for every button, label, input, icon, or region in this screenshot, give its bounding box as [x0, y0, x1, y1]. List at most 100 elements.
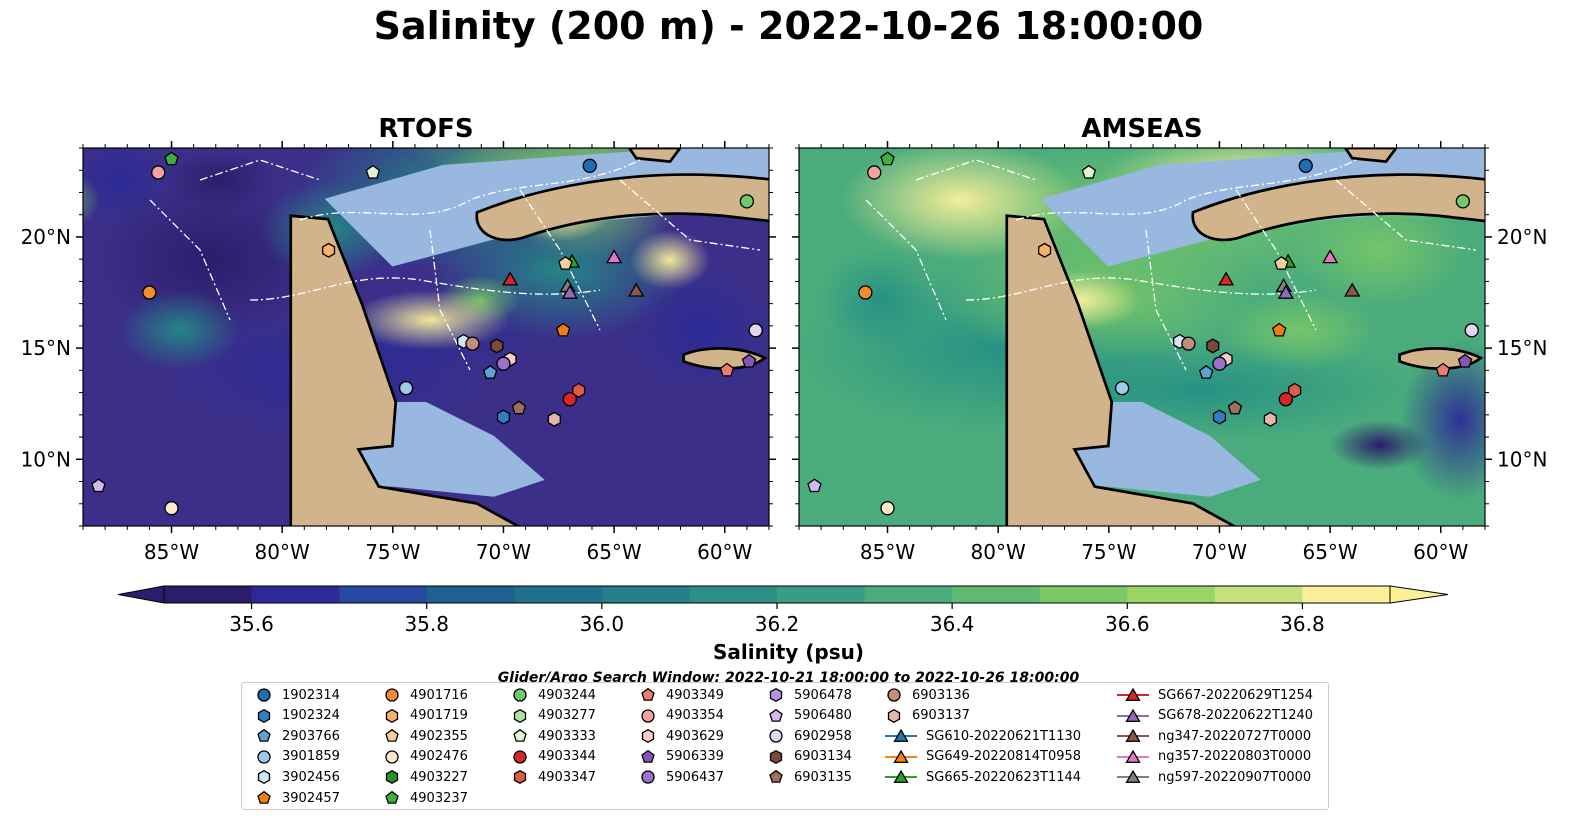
legend-label: 1902314 — [282, 687, 340, 703]
triangle-marker-icon — [1117, 749, 1149, 763]
hexagon-marker-icon — [769, 749, 783, 764]
legend-item: 3902456 — [254, 767, 340, 787]
colorbar-segment — [1039, 586, 1128, 603]
pentagon-marker-icon — [769, 708, 783, 722]
amseas-frame — [798, 147, 1486, 527]
legend-item: 5906437 — [638, 767, 724, 787]
circle-marker-icon — [257, 688, 271, 702]
obs-marker-4903347 — [1288, 382, 1302, 398]
obs-marker-5906339 — [1457, 353, 1473, 368]
lat-tick-label: 10°N — [21, 447, 71, 471]
legend-label: 6903135 — [794, 769, 852, 785]
circle-marker-icon — [887, 688, 901, 702]
obs-marker-ng347-20220727T0000 — [628, 282, 645, 297]
triangle-marker-icon — [1117, 687, 1149, 701]
lon-tick-label: 65°W — [1302, 540, 1357, 564]
obs-marker-6903135 — [511, 400, 527, 415]
lat-tick-label: 15°N — [1497, 336, 1547, 360]
obs-marker-4901719 — [1038, 242, 1052, 258]
legend-item: 4903354 — [638, 706, 724, 726]
colorbar: 35.6 35.8 36.0 36.2 36.4 36.6 36.8 — [117, 585, 1449, 636]
colorbar-segment — [339, 586, 428, 603]
legend-item: 6903137 — [884, 706, 970, 726]
triangle-marker-icon — [885, 770, 917, 784]
obs-marker-SG667-20220629T1254 — [1217, 271, 1235, 286]
obs-marker-1902324 — [496, 409, 511, 425]
legend-item: 2903766 — [254, 726, 340, 746]
obs-marker-2903766 — [482, 364, 498, 379]
obs-marker-6903136 — [1181, 336, 1196, 351]
legend-label: 4903237 — [410, 790, 468, 806]
circle-marker-icon — [641, 708, 655, 723]
colorbar-segment — [426, 586, 515, 603]
obs-marker-4903344 — [1278, 392, 1293, 407]
triangle-marker-icon — [1117, 770, 1149, 784]
obs-marker-4903349 — [1435, 362, 1451, 377]
obs-marker-4902355 — [558, 255, 573, 270]
obs-marker-4902476 — [164, 501, 179, 516]
lon-tick-label: 75°W — [1081, 540, 1136, 564]
legend-label: SG649-20220814T0958 — [926, 749, 1082, 765]
circle-marker-icon — [385, 750, 399, 764]
legend-label: 4903227 — [410, 769, 468, 785]
hexagon-marker-icon — [385, 770, 399, 785]
obs-marker-1902314 — [1298, 158, 1313, 173]
obs-marker-SG678-20220622T1240 — [561, 284, 579, 299]
obs-marker-5906437 — [496, 356, 511, 371]
legend-item: 3901859 — [254, 747, 340, 767]
legend-item: ng357-20220803T0000 — [1116, 747, 1311, 767]
hexagon-marker-icon — [641, 729, 655, 744]
colorbar-segment — [952, 586, 1041, 603]
hexagon-marker-icon — [257, 770, 271, 785]
legend-label: SG678-20220622T1240 — [1158, 708, 1314, 724]
legend-label: 4901719 — [410, 708, 468, 724]
legend-item: 6903135 — [766, 767, 852, 787]
obs-marker-4903354 — [867, 165, 882, 180]
panel-title-amseas: AMSEAS — [1081, 114, 1203, 144]
legend-item: 3902457 — [254, 788, 340, 808]
obs-marker-6903137 — [547, 411, 561, 427]
legend-label: 4903629 — [666, 728, 724, 744]
legend-label: 6903137 — [912, 708, 970, 724]
hexagon-marker-icon — [513, 770, 527, 785]
legend-label: 4903244 — [538, 687, 596, 703]
legend-item: SG667-20220629T1254 — [1116, 685, 1313, 705]
legend-label: 1902324 — [282, 708, 340, 724]
obs-marker-SG667-20220629T1254 — [501, 271, 519, 286]
lon-tick-label: 60°W — [697, 540, 752, 564]
pentagon-marker-icon — [257, 790, 271, 804]
colorbar-extend-high — [1389, 585, 1449, 604]
legend-label: 6903134 — [794, 749, 852, 765]
obs-marker-4903354 — [151, 165, 166, 180]
legend-item: SG649-20220814T0958 — [884, 747, 1081, 767]
obs-marker-4901719 — [322, 242, 336, 258]
legend-item: 6903136 — [884, 685, 970, 705]
legend-label: 5906339 — [666, 749, 724, 765]
colorbar-tick-label: 36.2 — [755, 612, 800, 636]
obs-marker-4903344 — [562, 392, 577, 407]
pentagon-marker-icon — [769, 770, 783, 784]
circle-marker-icon — [769, 729, 783, 743]
pentagon-marker-icon — [385, 729, 399, 742]
obs-marker-ng357-20220803T0000 — [605, 249, 623, 264]
colorbar-tick-label: 36.4 — [930, 612, 975, 636]
obs-marker-3902457 — [555, 322, 571, 337]
legend-label: 4903344 — [538, 749, 596, 765]
obs-marker-3901859 — [1114, 380, 1130, 396]
lon-tick-label: 65°W — [586, 540, 641, 564]
legend: 1902314 1902324 2903766 3901859 3902456 39024… — [241, 682, 1329, 810]
map-axis-ticks: 85°W 80°W 75°W 70°W 65°W 60°W 20°N 15°N 10°N 85°W… — [21, 141, 1547, 564]
obs-marker-4902476 — [880, 501, 895, 516]
legend-item: 6903134 — [766, 747, 852, 767]
legend-item: 4903237 — [382, 788, 468, 808]
legend-label: 4902476 — [410, 749, 468, 765]
obs-marker-5906480 — [91, 478, 106, 493]
obs-marker-5906437 — [1212, 356, 1227, 371]
colorbar-tick-label: 35.8 — [404, 612, 449, 636]
lat-tick-label: 20°N — [1497, 225, 1547, 249]
legend-item: 4903277 — [510, 706, 596, 726]
lat-tick-label: 20°N — [21, 225, 71, 249]
observation-markers — [91, 151, 1479, 516]
legend-label: 3902457 — [282, 790, 340, 806]
legend-item: ng347-20220727T0000 — [1116, 726, 1311, 746]
